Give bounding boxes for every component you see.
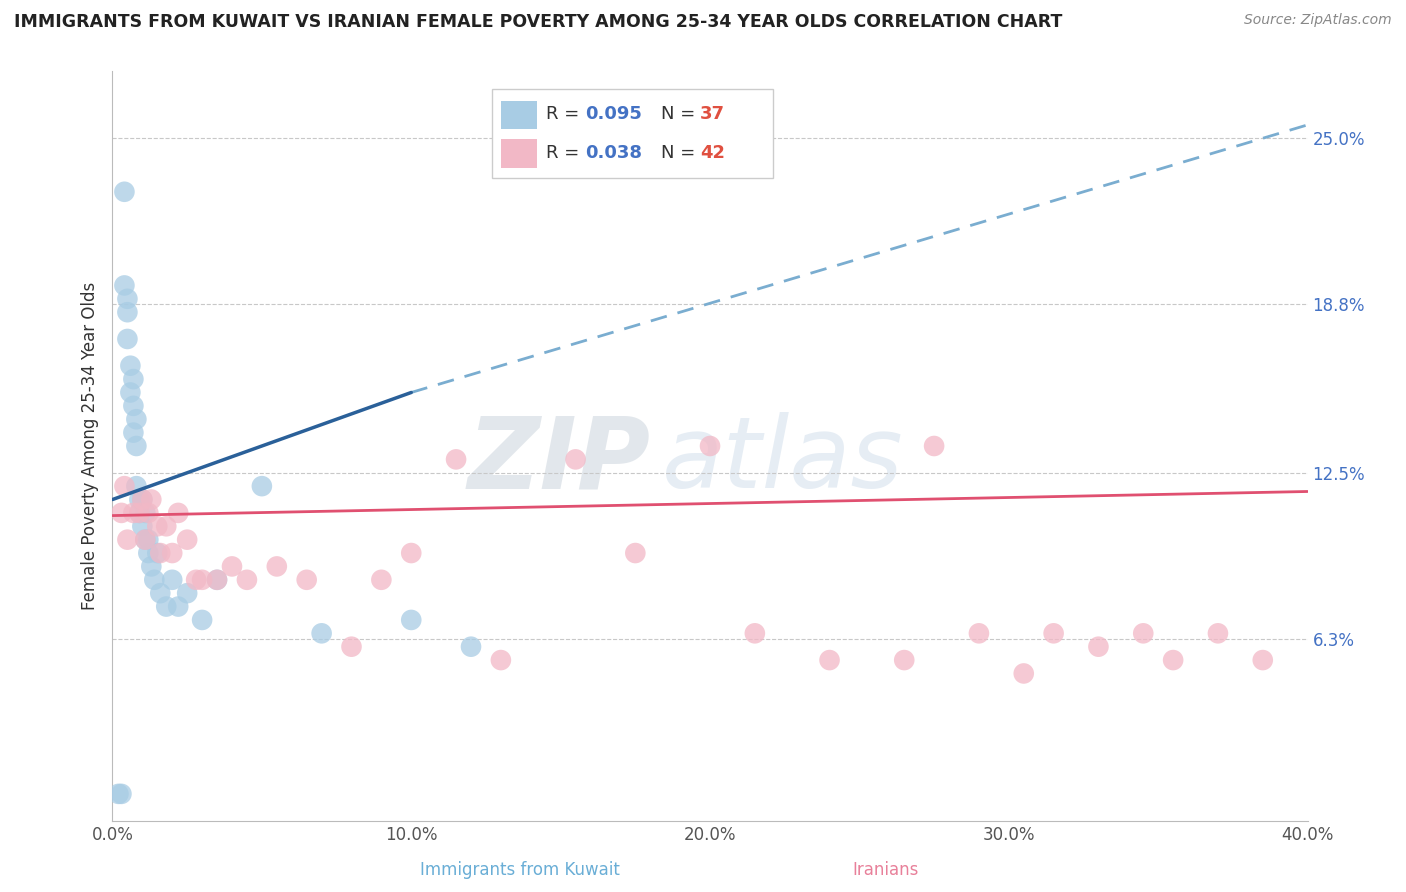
- Point: [967, 626, 990, 640]
- Point: [893, 653, 915, 667]
- Point: [125, 412, 148, 426]
- Point: [1161, 653, 1184, 667]
- Text: R =: R =: [546, 145, 585, 162]
- Point: [744, 626, 766, 640]
- Point: [138, 546, 160, 560]
- Text: N =: N =: [661, 145, 700, 162]
- Point: [125, 479, 148, 493]
- Point: [131, 492, 153, 507]
- Text: 0.038: 0.038: [585, 145, 643, 162]
- Point: [460, 640, 482, 654]
- Point: [146, 519, 169, 533]
- Point: [1087, 640, 1109, 654]
- Point: [141, 492, 163, 507]
- FancyBboxPatch shape: [501, 139, 537, 168]
- Point: [162, 573, 183, 587]
- Text: 37: 37: [700, 105, 725, 123]
- Point: [205, 573, 228, 587]
- Point: [117, 332, 139, 346]
- Point: [176, 533, 198, 547]
- Point: [122, 506, 145, 520]
- Point: [191, 573, 214, 587]
- Point: [266, 559, 288, 574]
- Point: [155, 519, 177, 533]
- Point: [128, 492, 150, 507]
- Point: [134, 506, 156, 520]
- Point: [128, 506, 150, 520]
- Point: [370, 573, 392, 587]
- Point: [110, 506, 132, 520]
- Point: [125, 439, 148, 453]
- Point: [131, 492, 153, 507]
- Point: [120, 385, 142, 400]
- Text: R =: R =: [546, 105, 585, 123]
- Point: [155, 599, 177, 614]
- Point: [141, 559, 163, 574]
- Text: 42: 42: [700, 145, 725, 162]
- Point: [114, 278, 135, 293]
- Point: [818, 653, 841, 667]
- Point: [167, 599, 190, 614]
- Text: IMMIGRANTS FROM KUWAIT VS IRANIAN FEMALE POVERTY AMONG 25-34 YEAR OLDS CORRELATI: IMMIGRANTS FROM KUWAIT VS IRANIAN FEMALE…: [14, 13, 1063, 31]
- Point: [176, 586, 198, 600]
- Point: [122, 399, 145, 413]
- Text: N =: N =: [661, 105, 700, 123]
- Point: [1042, 626, 1064, 640]
- Point: [162, 546, 183, 560]
- Text: Immigrants from Kuwait: Immigrants from Kuwait: [420, 861, 620, 879]
- Point: [236, 573, 259, 587]
- Point: [564, 452, 586, 467]
- Text: Source: ZipAtlas.com: Source: ZipAtlas.com: [1244, 13, 1392, 28]
- Point: [311, 626, 333, 640]
- Point: [146, 546, 169, 560]
- Point: [444, 452, 467, 467]
- Point: [122, 372, 145, 386]
- Point: [489, 653, 512, 667]
- Point: [134, 533, 156, 547]
- Point: [401, 546, 423, 560]
- Point: [186, 573, 208, 587]
- Point: [107, 787, 129, 801]
- Text: ZIP: ZIP: [467, 412, 651, 509]
- FancyBboxPatch shape: [492, 89, 773, 178]
- Point: [1132, 626, 1154, 640]
- Point: [295, 573, 318, 587]
- Point: [114, 185, 135, 199]
- Point: [117, 305, 139, 319]
- Point: [134, 533, 156, 547]
- Point: [117, 292, 139, 306]
- Point: [250, 479, 273, 493]
- Text: Iranians: Iranians: [852, 861, 920, 879]
- Point: [1206, 626, 1229, 640]
- Point: [143, 573, 166, 587]
- Point: [110, 787, 132, 801]
- Point: [221, 559, 243, 574]
- Point: [205, 573, 228, 587]
- FancyBboxPatch shape: [501, 101, 537, 129]
- Point: [167, 506, 190, 520]
- Point: [1012, 666, 1035, 681]
- Point: [149, 586, 172, 600]
- Point: [120, 359, 142, 373]
- Y-axis label: Female Poverty Among 25-34 Year Olds: Female Poverty Among 25-34 Year Olds: [80, 282, 98, 610]
- Point: [138, 506, 160, 520]
- Point: [114, 479, 135, 493]
- Point: [340, 640, 363, 654]
- Point: [922, 439, 945, 453]
- Point: [117, 533, 139, 547]
- Point: [191, 613, 214, 627]
- Point: [131, 519, 153, 533]
- Point: [699, 439, 721, 453]
- Point: [624, 546, 647, 560]
- Text: atlas: atlas: [662, 412, 904, 509]
- Point: [149, 546, 172, 560]
- Point: [128, 506, 150, 520]
- Point: [401, 613, 423, 627]
- Point: [122, 425, 145, 440]
- Point: [138, 533, 160, 547]
- Point: [1251, 653, 1274, 667]
- Text: 0.095: 0.095: [585, 105, 641, 123]
